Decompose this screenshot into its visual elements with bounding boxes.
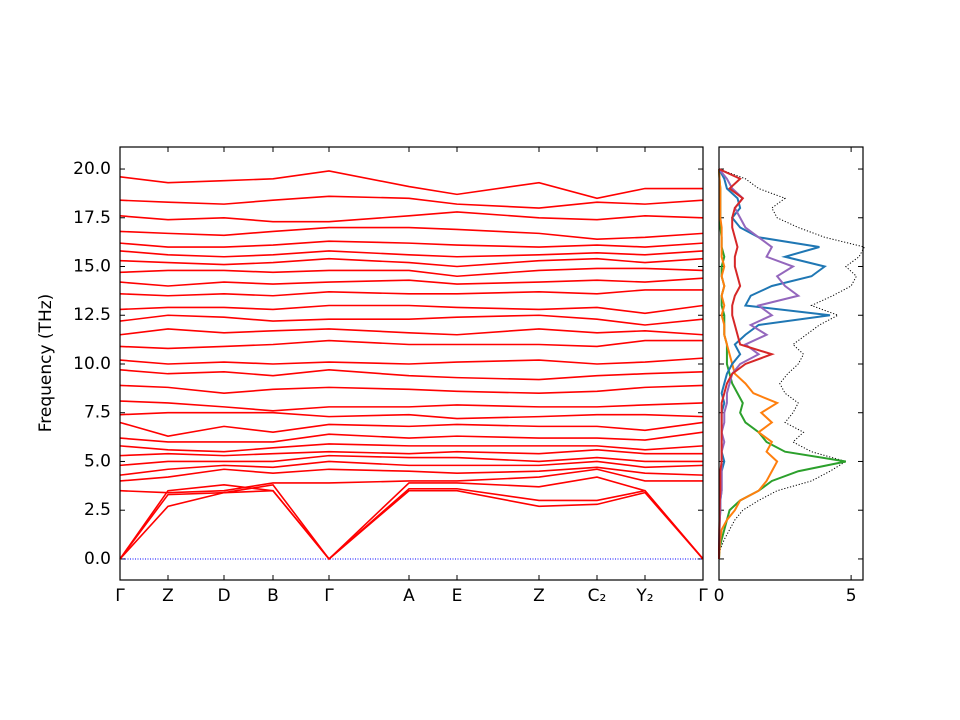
y-tick-label: 0.0 [84,549,111,569]
y-tick-label: 10.0 [73,354,111,374]
x-tick-label: Z [533,586,545,606]
band [119,468,703,494]
y-axis-label: Frequency (THz) [36,294,56,433]
band [119,421,704,437]
x-tick-label: B [267,586,279,606]
band [119,257,704,268]
dos-curve [718,168,866,560]
y-tick-label: 5.0 [84,451,111,471]
x-tick-label: A [403,586,415,606]
band [119,314,704,326]
band [119,240,704,248]
x-tick-label: Γ [698,586,708,606]
band [119,443,704,453]
band [119,431,704,443]
band [119,448,703,457]
band [119,466,704,482]
band [119,484,704,561]
band [119,460,704,476]
band [119,384,704,395]
y-tick-label: 20.0 [73,159,111,179]
x-tick-label: Y₂ [635,586,653,606]
plot-frame [718,146,864,581]
dos-curve [718,168,775,559]
y-tick-label: 2.5 [84,500,111,520]
band [119,339,703,350]
y-tick-label: 7.5 [84,403,111,423]
band [119,304,704,315]
y-tick-label: 12.5 [73,305,111,325]
band [119,476,704,561]
x-tick-label: 0 [714,586,725,606]
band [119,489,704,561]
dos-curve [718,168,801,559]
band [119,250,704,258]
band [119,454,703,467]
x-tick-label: E [452,586,463,606]
x-tick-label: Γ [115,586,125,606]
y-tick-label: 15.0 [73,257,111,277]
band [119,277,704,287]
plot-frame [119,146,704,581]
band [119,289,703,297]
band [119,369,704,381]
x-tick-label: D [217,586,230,606]
band [119,357,704,365]
band [119,400,704,412]
band [119,211,704,223]
y-tick-label: 17.5 [73,208,111,228]
x-tick-label: C₂ [588,586,607,606]
band [119,170,703,200]
x-tick-label: 5 [846,586,857,606]
x-tick-label: Z [162,586,174,606]
band [119,328,704,336]
band [119,195,704,209]
x-tick-label: Γ [324,586,334,606]
band [119,267,704,278]
band [119,226,704,241]
band [119,411,704,420]
